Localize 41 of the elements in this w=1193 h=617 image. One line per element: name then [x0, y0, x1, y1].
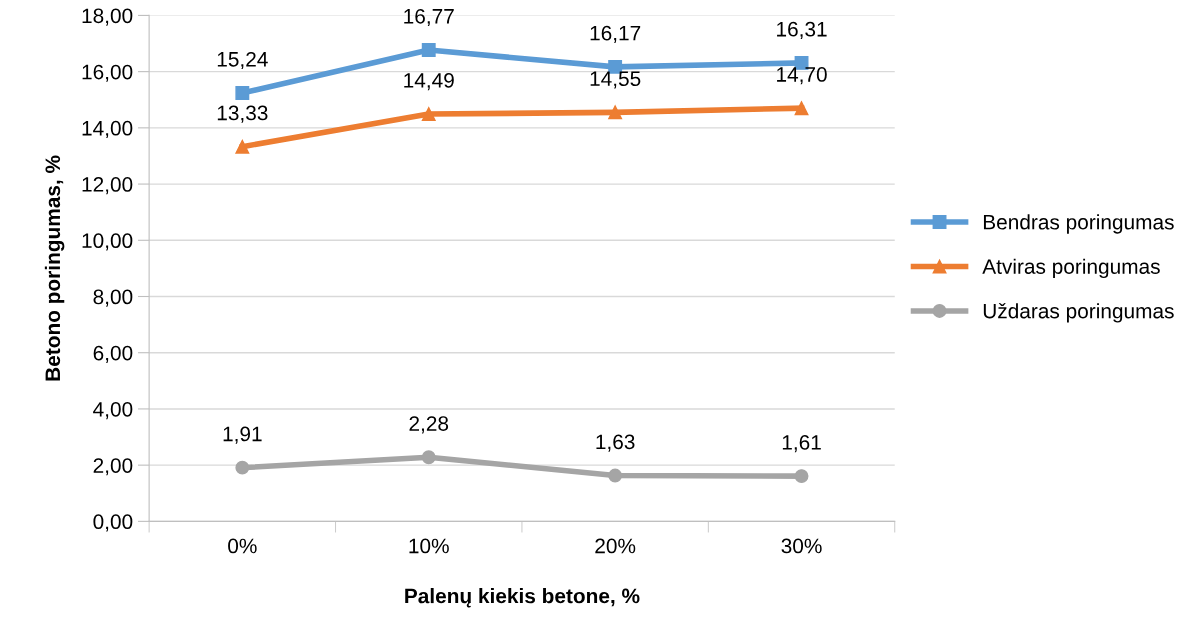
data-label: 16,31 — [777, 21, 827, 40]
y-tick-label: 10,00 — [82, 233, 133, 251]
y-tick-label: 2,00 — [93, 458, 133, 476]
data-label: 1,63 — [596, 434, 635, 452]
x-tick-label: 0% — [228, 538, 257, 554]
y-tick-label: 18,00 — [82, 8, 133, 26]
point — [235, 139, 250, 154]
y-tick-label: 14,00 — [82, 120, 133, 139]
legend-label: Atviras poringumas — [982, 258, 1160, 279]
point — [421, 43, 436, 57]
y-tick-label: 16,00 — [82, 64, 133, 82]
legend-label: Bendras poringumas — [983, 214, 1174, 234]
y-axis-title: Betono poringumas, % — [44, 155, 65, 381]
y-tick-label: 8,00 — [93, 289, 133, 307]
data-label: 1,61 — [782, 435, 821, 453]
point — [608, 105, 623, 120]
legend-label: Uždaras poringumas — [983, 303, 1174, 323]
data-label: 16,77 — [404, 8, 454, 27]
data-label: 1,91 — [223, 426, 262, 444]
point — [235, 460, 250, 475]
point — [235, 86, 250, 100]
data-label: 13,33 — [217, 105, 268, 123]
point — [794, 101, 809, 116]
data-label: 16,17 — [590, 25, 641, 43]
x-tick-label: 20% — [595, 538, 636, 554]
data-label: 14,55 — [590, 71, 641, 89]
data-label: 14,49 — [404, 72, 454, 91]
point — [608, 468, 623, 483]
x-axis-title: Palenų kiekis betone, % — [405, 588, 640, 608]
y-tick-label: 0,00 — [93, 514, 133, 532]
point — [421, 450, 436, 465]
y-tick-label: 12,00 — [82, 177, 133, 195]
x-tick-label: 10% — [409, 538, 449, 554]
data-label: 2,28 — [409, 416, 449, 434]
y-tick-label: 4,00 — [93, 401, 133, 420]
x-tick-label: 30% — [781, 538, 822, 554]
point — [421, 107, 436, 122]
y-tick-label: 6,00 — [93, 345, 133, 363]
data-label: 14,70 — [777, 67, 827, 85]
data-label: 15,24 — [217, 51, 268, 70]
point — [794, 469, 809, 484]
